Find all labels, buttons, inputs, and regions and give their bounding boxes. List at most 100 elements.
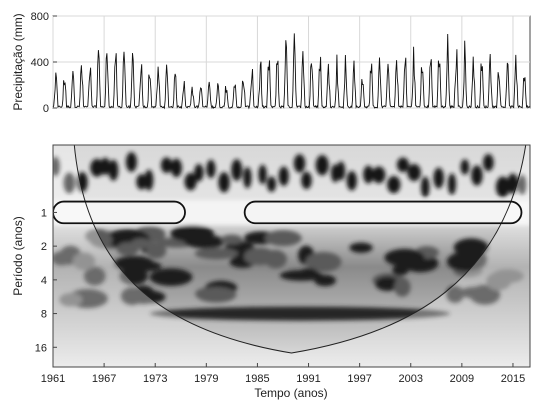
- wavelet-panel: 1 2 4 8 16 1961 1967 1973 1979 1985 1991 1997 2003 2…: [11, 144, 531, 400]
- wavelet-power-blob: [447, 173, 456, 195]
- wavelet-x-tick-label: 1973: [143, 373, 167, 385]
- wavelet-power-blob: [146, 242, 167, 259]
- wavelet-power-blob: [53, 251, 73, 266]
- wavelet-power-blob: [278, 166, 289, 186]
- wavelet-power-blob: [394, 277, 411, 297]
- significance-contour: [53, 200, 186, 225]
- precipitation-line: [52, 33, 531, 110]
- wavelet-power-blob: [459, 286, 489, 299]
- wavelet-power-blob: [218, 172, 230, 193]
- wavelet-power-field: [53, 152, 530, 321]
- wavelet-power-blob: [396, 157, 409, 173]
- wavelet-power-blob: [170, 225, 215, 243]
- wavelet-y-tick-label: 2: [41, 241, 47, 253]
- wavelet-power-blob: [384, 248, 425, 267]
- wavelet-y-ticks: 1 2 4 8 16: [35, 207, 57, 354]
- precipitation-y-tick-label: 400: [31, 57, 49, 69]
- cone-of-influence: [73, 145, 527, 354]
- wavelet-x-tick-label: 2009: [450, 373, 474, 385]
- wavelet-power-blob: [301, 171, 312, 190]
- wavelet-x-axis-label: Tempo (anos): [254, 386, 327, 400]
- wavelet-power-blob: [116, 242, 140, 256]
- precipitation-y-axis-label: Precipitação (mm): [11, 13, 25, 110]
- wavelet-power-blob: [298, 268, 319, 281]
- wavelet-power-blob: [518, 174, 527, 195]
- wavelet-power-blob: [315, 155, 329, 176]
- wavelet-power-blob: [127, 260, 162, 272]
- wavelet-power-blob: [392, 264, 409, 276]
- wavelet-power-blob: [375, 276, 400, 291]
- wavelet-power-blob: [266, 176, 277, 192]
- wavelet-power-blob: [446, 251, 487, 272]
- wavelet-x-tick-label: 2015: [501, 373, 525, 385]
- wavelet-y-tick-label: 8: [41, 309, 47, 321]
- wavelet-x-tick-label: 2003: [399, 373, 423, 385]
- wavelet-power-blob: [170, 158, 182, 178]
- wavelet-x-ticks: 1961 1967 1973 1979 1985 1991 1997 2003 2009 2015: [41, 363, 525, 385]
- precipitation-panel: 0 400 800 Precipitação (mm): [11, 11, 531, 115]
- wavelet-y-tick-label: 1: [41, 207, 47, 219]
- wavelet-power-blob: [90, 158, 104, 177]
- wavelet-y-axis-label: Período (anos): [11, 216, 25, 295]
- wavelet-power-blob: [456, 239, 473, 256]
- wavelet-power-blob: [372, 166, 386, 184]
- precipitation-y-tick-label: 0: [43, 103, 49, 115]
- wavelet-power-blob: [243, 247, 276, 266]
- wavelet-power-blob: [220, 234, 243, 245]
- wavelet-power-blob: [63, 172, 76, 194]
- wavelet-power-blob: [433, 167, 444, 189]
- wavelet-power-blob: [231, 159, 243, 181]
- wavelet-power-blob: [85, 228, 111, 244]
- significance-contour: [243, 200, 523, 225]
- wavelet-x-tick-label: 1997: [347, 373, 371, 385]
- wavelet-power-blob: [100, 157, 111, 175]
- wavelet-power-blob: [119, 267, 148, 285]
- wavelet-power-blob: [194, 163, 204, 182]
- wavelet-power-blob: [149, 268, 193, 286]
- wavelet-power-blob: [243, 166, 252, 189]
- wavelet-x-tick-label: 1991: [296, 373, 320, 385]
- wavelet-plot-area: [52, 144, 531, 368]
- wavelet-power-blob: [206, 159, 216, 179]
- wavelet-x-tick-label: 1961: [41, 373, 65, 385]
- wavelet-power-blob: [108, 159, 119, 181]
- wavelet-power-blob: [446, 285, 464, 303]
- wavelet-x-tick-label: 1967: [92, 373, 116, 385]
- wavelet-power-blob: [120, 287, 144, 305]
- wavelet-y-tick-label: 4: [41, 275, 47, 287]
- annual-power-band: [53, 200, 530, 226]
- wavelet-power-blob: [83, 266, 106, 286]
- wavelet-power-blob: [421, 176, 430, 198]
- wavelet-power-blob: [59, 292, 82, 307]
- wavelet-power-blob: [387, 175, 401, 194]
- precipitation-y-ticks: 0 400 800: [31, 11, 57, 115]
- wavelet-power-blob: [491, 269, 524, 283]
- wavelet-power-blob: [194, 247, 239, 260]
- wavelet-x-tick-label: 1979: [194, 373, 218, 385]
- cone-of-influence-shading: [53, 145, 530, 367]
- wavelet-power-blob: [471, 165, 483, 186]
- wavelet-power-blob: [258, 164, 267, 185]
- wavelet-power-blob: [160, 157, 173, 174]
- wavelet-power-blob: [483, 153, 494, 172]
- precipitation-grid: [52, 15, 530, 109]
- wavelet-power-blob: [407, 164, 421, 182]
- wavelet-power-blob: [196, 286, 237, 303]
- wavelet-power-blob: [184, 172, 197, 191]
- wavelet-power-blob: [346, 171, 357, 191]
- wavelet-power-blob: [125, 152, 137, 172]
- wavelet-power-blob: [336, 161, 346, 181]
- wavelet-x-tick-label: 1985: [245, 373, 269, 385]
- wavelet-power-blob: [305, 251, 342, 272]
- wavelet-y-tick-label: 16: [35, 342, 47, 354]
- wavelet-power-blob: [293, 154, 306, 173]
- wavelet-power-blob: [363, 165, 374, 184]
- long-period-power-band: [150, 306, 451, 321]
- wavelet-power-blob: [72, 252, 96, 271]
- wavelet-power-blob: [264, 230, 302, 247]
- wavelet-power-blob: [136, 174, 147, 190]
- wavelet-power-blob: [349, 242, 373, 253]
- wavelet-power-blob: [460, 159, 470, 175]
- precipitation-series: [52, 33, 531, 110]
